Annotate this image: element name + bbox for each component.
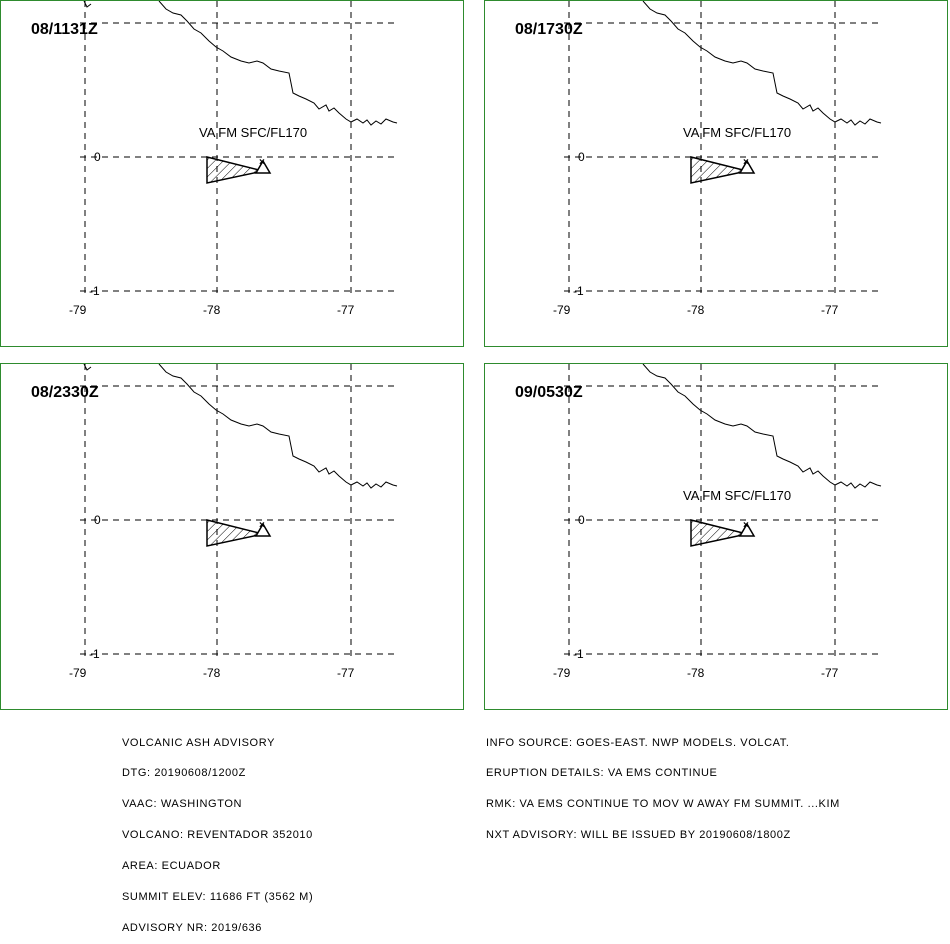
lon-label: -79: [553, 666, 571, 680]
advisory-area: AREA: ECUADOR: [122, 860, 221, 873]
eruption-mark: ×: [743, 520, 749, 531]
map-panel-3: × 08/2330Z 0 -1 -79 -78 -77: [0, 363, 464, 710]
lon-label: -77: [337, 666, 355, 680]
lat-label: -1: [573, 647, 584, 661]
lon-label: -78: [687, 303, 705, 317]
panel-label: VA FM SFC/FL170: [683, 488, 792, 503]
eruption-mark: ×: [259, 520, 265, 531]
volcano-marker: [254, 159, 272, 174]
advisory-vaac: VAAC: WASHINGTON: [122, 798, 243, 811]
panel-time: 08/1131Z: [31, 21, 98, 38]
coastline: [642, 364, 882, 489]
eruption-details: ERUPTION DETAILS: VA EMS CONTINUE: [486, 767, 718, 780]
lon-label: -77: [821, 666, 839, 680]
panel-time: 08/1730Z: [515, 21, 583, 38]
next-advisory: NXT ADVISORY: WILL BE ISSUED BY 20190608…: [486, 829, 791, 842]
lat-label: 0: [94, 150, 101, 164]
map-canvas: ×: [564, 364, 882, 659]
lon-label: -78: [203, 303, 221, 317]
lat-label: 0: [578, 513, 585, 527]
map-panel-2: × 08/1730Z VA FM SFC/FL170 0 -1 -79 -78 …: [484, 0, 948, 347]
lon-label: -79: [69, 666, 87, 680]
lat-label: -1: [573, 284, 584, 298]
panel-label: VA FM SFC/FL170: [199, 125, 308, 140]
panel-time: 08/2330Z: [31, 384, 99, 401]
ash-polygon: [206, 519, 264, 547]
advisory-summit-elev: SUMMIT ELEV: 11686 FT (3562 M): [122, 891, 314, 904]
lat-label: -1: [89, 284, 100, 298]
lon-label: -77: [337, 303, 355, 317]
coastline: [158, 364, 398, 489]
lon-label: -79: [553, 303, 571, 317]
advisory-dtg: DTG: 20190608/1200Z: [122, 767, 246, 780]
lat-label: -1: [89, 647, 100, 661]
coast-fragment: [83, 364, 92, 371]
grid: [80, 364, 396, 659]
advisory-header-block: VOLCANIC ASH ADVISORY DTG: 20190608/1200…: [122, 717, 313, 944]
volcano-marker: [738, 159, 756, 174]
eruption-mark: ×: [259, 157, 265, 168]
advisory-title: VOLCANIC ASH ADVISORY: [122, 736, 276, 749]
panel-time: 09/0530Z: [515, 384, 583, 401]
lat-label: 0: [94, 513, 101, 527]
lon-label: -79: [69, 303, 87, 317]
coastline: [158, 1, 398, 126]
advisory-volcano: VOLCANO: REVENTADOR 352010: [122, 829, 313, 842]
advisory-details-block: INFO SOURCE: GOES-EAST. NWP MODELS. VOLC…: [486, 717, 840, 851]
eruption-mark: ×: [743, 157, 749, 168]
map-panel-1: × 08/1131Z VA FM SFC/FL170 0 -1 -79 -78 …: [0, 0, 464, 347]
advisory-number: ADVISORY NR: 2019/636: [122, 921, 262, 934]
map-panel-4: × 09/0530Z VA FM SFC/FL170 0 -1 -79 -78 …: [484, 363, 948, 710]
volcano-marker: [254, 522, 272, 537]
lon-label: -78: [203, 666, 221, 680]
ash-polygon: [690, 519, 748, 547]
lat-label: 0: [578, 150, 585, 164]
coastline: [642, 1, 882, 126]
map-canvas: ×: [80, 364, 398, 659]
lon-label: -77: [821, 303, 839, 317]
ash-polygon: [690, 156, 748, 184]
grid: [564, 364, 880, 659]
remarks: RMK: VA EMS CONTINUE TO MOV W AWAY FM SU…: [486, 798, 840, 811]
lon-label: -78: [687, 666, 705, 680]
grid: [564, 1, 880, 296]
info-source: INFO SOURCE: GOES-EAST. NWP MODELS. VOLC…: [486, 736, 790, 749]
coast-fragment: [83, 1, 92, 8]
panel-label: VA FM SFC/FL170: [683, 125, 792, 140]
ash-polygon: [206, 156, 264, 184]
volcano-marker: [738, 522, 756, 537]
grid: [80, 1, 396, 296]
map-canvas: ×: [80, 1, 398, 296]
map-canvas: ×: [564, 1, 882, 296]
